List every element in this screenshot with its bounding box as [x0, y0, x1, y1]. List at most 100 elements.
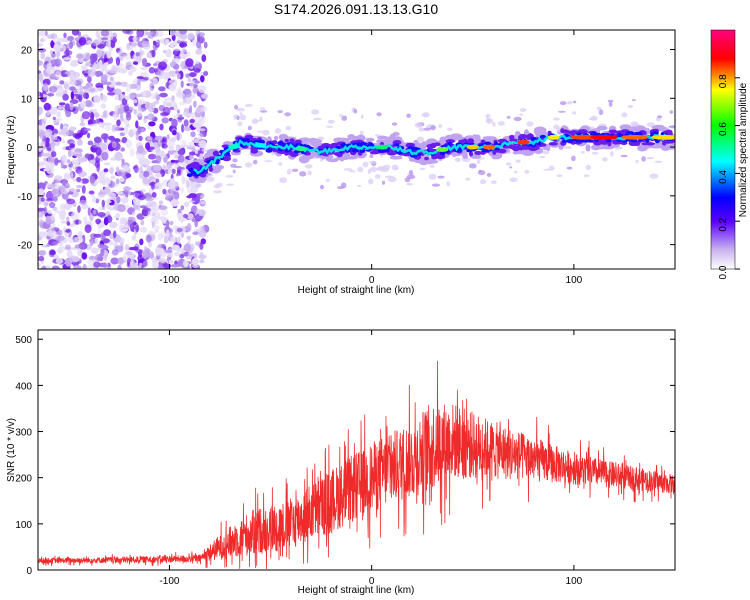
ridge-blob	[634, 125, 646, 131]
ridge-blob	[407, 146, 413, 150]
noise-blob	[148, 121, 156, 127]
noise-blob	[87, 76, 92, 83]
scatter-blob	[669, 110, 674, 114]
scatter-blob	[259, 116, 263, 122]
scatter-blob	[406, 113, 411, 118]
noise-blob	[137, 78, 141, 86]
noise-blob	[100, 232, 104, 241]
noise-blob	[186, 195, 193, 199]
noise-blob	[119, 132, 125, 137]
noise-blob	[145, 31, 154, 36]
noise-blob	[95, 218, 102, 225]
ridge-blob	[484, 141, 492, 146]
scatter-blob	[194, 138, 199, 142]
scatter-blob	[234, 104, 239, 110]
noise-blob	[142, 260, 148, 268]
ridge-blob	[539, 134, 546, 139]
ridge-blob	[344, 153, 351, 158]
noise-blob	[84, 153, 91, 159]
x-tick-label: 100	[566, 576, 583, 587]
scatter-blob	[583, 174, 590, 178]
noise-blob	[114, 96, 120, 101]
noise-blob	[164, 249, 173, 254]
noise-blob	[137, 125, 142, 135]
scatter-blob	[190, 181, 195, 184]
noise-blob	[69, 102, 74, 111]
scatter-blob	[524, 169, 530, 174]
noise-blob	[41, 122, 45, 131]
ridge-hotspot	[547, 134, 560, 140]
noise-blob	[63, 50, 73, 56]
scatter-blob	[200, 200, 207, 205]
scatter-blob	[423, 127, 431, 131]
ridge-blob	[433, 142, 441, 147]
noise-blob	[81, 204, 89, 210]
noise-blob	[57, 246, 63, 255]
noise-blob	[77, 31, 82, 37]
noise-blob	[104, 200, 112, 204]
noise-blob	[145, 234, 152, 243]
noise-blob	[193, 68, 201, 73]
noise-blob	[137, 145, 144, 154]
noise-blob	[136, 76, 144, 80]
scatter-blob	[225, 175, 234, 178]
ridge-blob	[356, 142, 361, 146]
scatter-blob	[539, 155, 546, 159]
noise-blob	[45, 198, 54, 202]
ridge-blob	[365, 137, 375, 142]
ridge-blob	[491, 152, 499, 160]
noise-blob	[162, 188, 167, 195]
noise-blob	[186, 213, 194, 220]
noise-blob	[151, 49, 156, 58]
ridge-blob	[419, 159, 429, 166]
noise-blob	[61, 139, 65, 144]
noise-blob	[57, 86, 64, 95]
noise-blob	[166, 219, 170, 228]
ridge-blob	[259, 139, 265, 145]
noise-blob	[203, 41, 208, 49]
scatter-blob	[247, 125, 252, 131]
noise-blob	[93, 136, 102, 144]
y-tick-label: 100	[15, 520, 32, 531]
ridge-blob	[474, 150, 482, 155]
noise-blob	[191, 257, 199, 266]
scatter-blob	[284, 112, 291, 117]
noise-blob	[113, 138, 121, 143]
noise-blob	[71, 159, 79, 165]
scatter-blob	[391, 164, 399, 171]
colorbar-label: Normalized spectral amplitude	[738, 82, 749, 217]
noise-blob	[117, 264, 122, 269]
snr-marks	[38, 360, 675, 569]
noise-blob	[115, 81, 122, 86]
noise-blob	[58, 102, 66, 106]
noise-blob	[138, 158, 143, 166]
noise-blob	[45, 137, 50, 144]
scatter-blob	[230, 163, 237, 168]
noise-blob	[63, 32, 67, 38]
scatter-blob	[406, 174, 416, 180]
scatter-blob	[414, 122, 423, 128]
noise-blob	[164, 38, 170, 45]
scatter-blob	[374, 174, 381, 179]
noise-blob	[122, 53, 132, 60]
noise-blob	[103, 110, 107, 118]
noise-blob	[95, 146, 102, 156]
noise-blob	[132, 99, 138, 104]
noise-blob	[153, 142, 158, 148]
colorbar	[710, 29, 736, 270]
noise-blob	[100, 94, 108, 103]
noise-blob	[115, 57, 121, 66]
noise-blob	[108, 70, 117, 74]
scatter-blob	[572, 111, 577, 115]
ridge-blob	[492, 149, 497, 156]
scatter-blob	[362, 161, 369, 168]
noise-blob	[94, 237, 99, 244]
noise-blob	[193, 121, 198, 128]
noise-blob	[151, 192, 157, 198]
noise-blob	[38, 188, 45, 197]
noise-blob	[123, 253, 127, 261]
noise-blob	[69, 126, 77, 131]
scatter-blob	[438, 124, 443, 128]
noise-blob	[110, 175, 116, 180]
